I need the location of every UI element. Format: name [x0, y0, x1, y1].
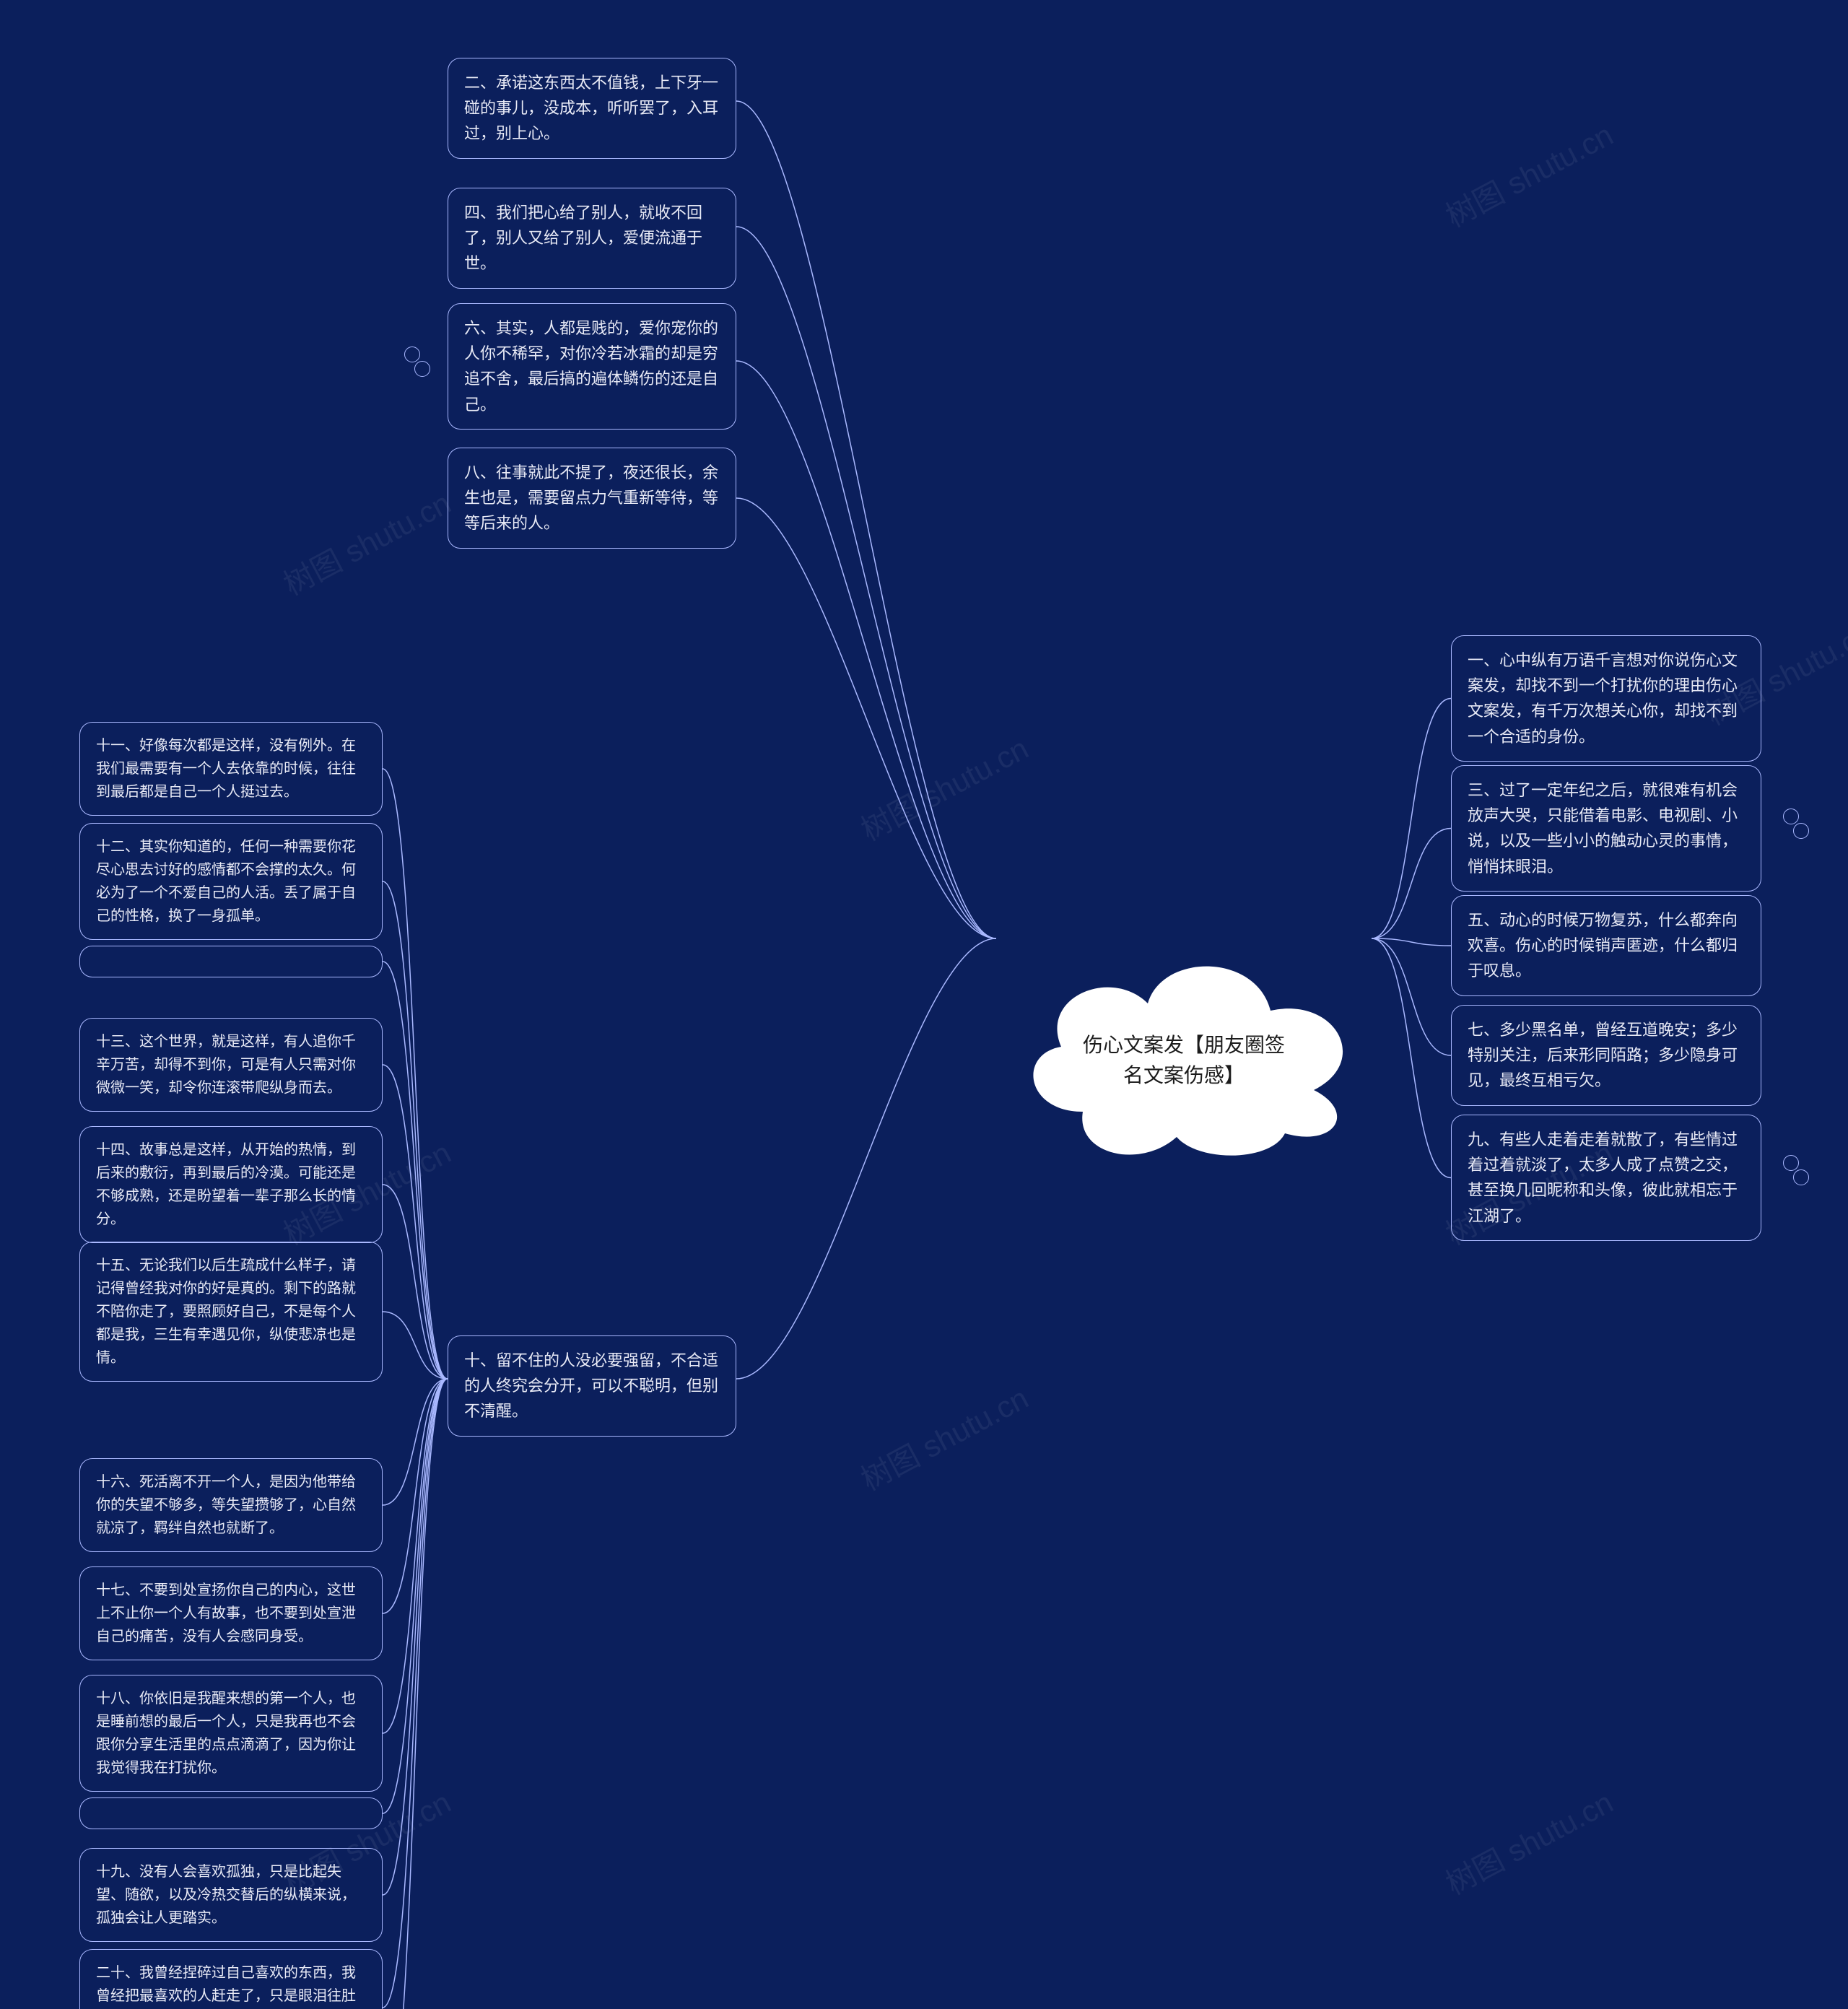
mindmap-canvas: 树图 shutu.cn 树图 shutu.cn 树图 shutu.cn 树图 shut…: [0, 0, 1848, 2009]
watermark: 树图 shutu.cn: [1437, 111, 1620, 236]
center-title: 伤心文案发【朋友圈签名文案伤感】: [1076, 1030, 1292, 1091]
mindmap-node: 十、留不住的人没必要强留，不合适的人终究会分开，可以不聪明，但别不清醒。: [448, 1335, 736, 1437]
mindmap-node: 四、我们把心给了别人，就收不回了，别人又给了别人，爱便流通于世。: [448, 188, 736, 289]
mindmap-node: 十五、无论我们以后生疏成什么样子，请记得曾经我对你的好是真的。剩下的路就不陪你走…: [79, 1242, 383, 1382]
watermark: 树图 shutu.cn: [1437, 1779, 1620, 1904]
mindmap-node: 十一、好像每次都是这样，没有例外。在我们最需要有一个人去依靠的时候，往往到最后都…: [79, 722, 383, 816]
mindmap-node: 十六、死活离不开一个人，是因为他带给你的失望不够多，等失望攒够了，心自然就凉了，…: [79, 1458, 383, 1552]
decoration-bubbles: [1783, 1155, 1819, 1191]
mindmap-node: 十四、故事总是这样，从开始的热情，到后来的敷衍，再到最后的冷漠。可能还是不够成熟…: [79, 1126, 383, 1243]
decoration-bubbles: [1783, 809, 1819, 845]
watermark: 树图 shutu.cn: [853, 1374, 1035, 1499]
mindmap-node: 一、心中纵有万语千言想对你说伤心文案发，却找不到一个打扰你的理由伤心文案发，有千…: [1451, 635, 1761, 762]
watermark: 树图 shutu.cn: [275, 479, 458, 604]
mindmap-node: 七、多少黑名单，曾经互道晚安；多少特别关注，后来形同陌路；多少隐身可见，最终互相…: [1451, 1005, 1761, 1106]
mindmap-node: 九、有些人走着走着就散了，有些情过着过着就淡了，太多人成了点赞之交，甚至换几回昵…: [1451, 1115, 1761, 1241]
decoration-bubbles: [404, 347, 440, 383]
mindmap-node: 六、其实，人都是贱的，爱你宠你的人你不稀罕，对你冷若冰霜的却是穷追不舍，最后搞的…: [448, 303, 736, 430]
mindmap-node: 十八、你依旧是我醒来想的第一个人，也是睡前想的最后一个人，只是我再也不会跟你分享…: [79, 1675, 383, 1792]
center-cloud: 伤心文案发【朋友圈签名文案伤感】: [996, 910, 1372, 1169]
mindmap-node: 十三、这个世界，就是这样，有人追你千辛万苦，却得不到你，可是有人只需对你微微一笑…: [79, 1018, 383, 1112]
mindmap-node: 十二、其实你知道的，任何一种需要你花尽心思去讨好的感情都不会撑的太久。何必为了一…: [79, 823, 383, 940]
watermark: 树图 shutu.cn: [853, 725, 1035, 850]
mindmap-node: 二十、我曾经捏碎过自己喜欢的东西，我曾经把最喜欢的人赶走了，只是眼泪往肚子里咽，…: [79, 1949, 383, 2009]
mindmap-node: [79, 946, 383, 977]
mindmap-node: 二、承诺这东西太不值钱，上下牙一碰的事儿，没成本，听听罢了，入耳过，别上心。: [448, 58, 736, 159]
mindmap-node: 十七、不要到处宣扬你自己的内心，这世上不止你一个人有故事，也不要到处宣泄自己的痛…: [79, 1566, 383, 1660]
mindmap-node: 三、过了一定年纪之后，就很难有机会放声大哭，只能借着电影、电视剧、小说，以及一些…: [1451, 765, 1761, 892]
mindmap-node: 十九、没有人会喜欢孤独，只是比起失望、随欲，以及冷热交替后的纵横来说，孤独会让人…: [79, 1848, 383, 1942]
mindmap-node: 五、动心的时候万物复苏，什么都奔向欢喜。伤心的时候销声匿迹，什么都归于叹息。: [1451, 895, 1761, 996]
mindmap-node: 八、往事就此不提了，夜还很长，余生也是，需要留点力气重新等待，等等后来的人。: [448, 448, 736, 549]
mindmap-node: [79, 1797, 383, 1829]
